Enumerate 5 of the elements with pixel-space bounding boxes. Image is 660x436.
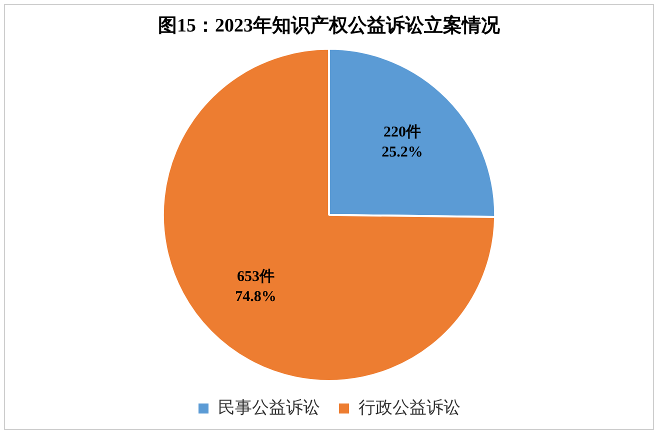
data-label: 220件 25.2% xyxy=(382,123,423,160)
data-label: 653件 74.8% xyxy=(235,268,276,306)
chart-title: 图15：2023年知识产权公益诉讼立案情况 xyxy=(158,14,501,36)
legend-label: 民事公益诉讼 xyxy=(218,398,320,418)
legend-label: 行政公益诉讼 xyxy=(358,398,460,418)
